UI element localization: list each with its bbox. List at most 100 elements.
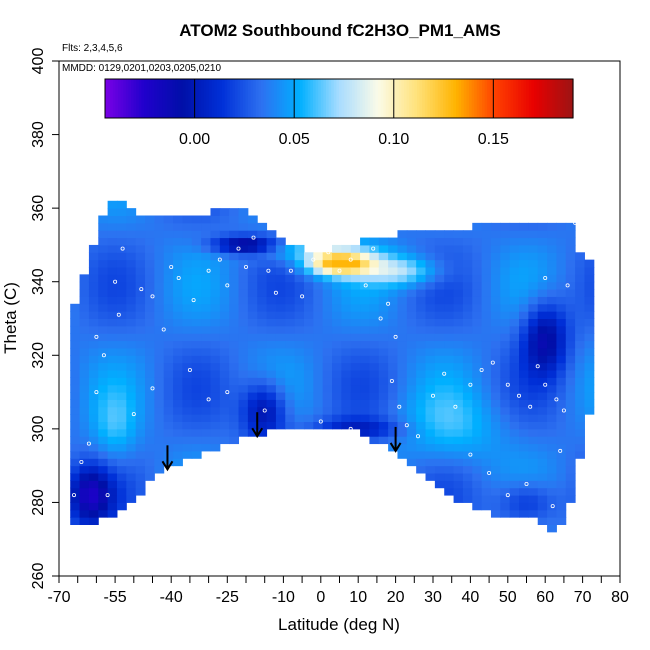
heatmap-cell (219, 355, 230, 364)
heatmap-cell (238, 252, 249, 261)
heatmap-cell (219, 414, 230, 422)
heatmap-cell (472, 414, 483, 422)
colorbar-swatch (427, 79, 431, 118)
heatmap-cell (509, 237, 520, 246)
heatmap-cell (229, 399, 240, 408)
heatmap-cell (462, 362, 473, 371)
heatmap-cell (360, 281, 370, 290)
heatmap-cell (360, 355, 370, 364)
heatmap-cell (462, 267, 473, 275)
arrow-head (251, 427, 264, 439)
heatmap-cell (201, 421, 211, 430)
heatmap-cell (537, 252, 548, 261)
heatmap-cell (434, 480, 445, 489)
heatmap-cell (163, 428, 174, 437)
heatmap-cell (201, 311, 211, 319)
heatmap-cell (145, 377, 155, 386)
heatmap-cell (145, 333, 155, 342)
heatmap-cell (182, 318, 193, 327)
heatmap-cell (275, 347, 286, 356)
heatmap-cell (547, 237, 557, 246)
heatmap-cell (98, 465, 109, 474)
heatmap-cell (388, 274, 398, 283)
heatmap-cell (145, 384, 155, 393)
heatmap-cell (378, 252, 389, 261)
sample-point (479, 367, 484, 372)
heatmap-cell (163, 421, 174, 430)
heatmap-cell (285, 318, 296, 327)
heatmap-cell (528, 252, 539, 261)
heatmap-cell (425, 303, 436, 312)
sample-point (206, 397, 211, 402)
heatmap-cell (528, 465, 539, 474)
heatmap-cell (416, 362, 427, 371)
heatmap-cell (201, 333, 211, 342)
heatmap-cell (116, 414, 127, 422)
heatmap-cell (369, 414, 380, 422)
heatmap-cell (462, 296, 473, 305)
colorbar-swatch (528, 79, 532, 118)
heatmap-cell (313, 281, 324, 290)
arrow-head (161, 460, 174, 472)
heatmap-cell (425, 347, 436, 356)
heatmap-cell (444, 303, 455, 312)
heatmap-cell (416, 230, 427, 239)
heatmap-cell (154, 377, 165, 386)
heatmap-cell (229, 296, 240, 305)
heatmap-cell (135, 436, 146, 445)
heatmap-cell (126, 392, 137, 400)
heatmap-cell (397, 274, 408, 283)
heatmap-cell (98, 428, 109, 437)
heatmap-cell (565, 370, 576, 378)
heatmap-cell (332, 267, 342, 275)
heatmap-cell (70, 414, 81, 422)
heatmap-cell (481, 392, 492, 400)
heatmap-cell (238, 215, 249, 224)
heatmap-cell (547, 450, 557, 459)
heatmap-cell (247, 274, 258, 283)
heatmap-cell (182, 377, 193, 386)
heatmap-cell (210, 303, 221, 312)
heatmap-cell (462, 230, 473, 239)
colorbar-swatch (487, 79, 491, 118)
heatmap-cell (519, 414, 529, 422)
x-tick-label: -40 (160, 589, 183, 606)
heatmap-cell (341, 377, 352, 386)
heatmap-cell (434, 384, 445, 393)
heatmap-cell (126, 311, 137, 319)
heatmap-cell (313, 347, 324, 356)
heatmap-cell (107, 392, 118, 400)
heatmap-cell (500, 289, 511, 297)
heatmap-cell (472, 473, 483, 481)
heatmap-cell (135, 222, 146, 231)
heatmap-cell (173, 215, 183, 224)
heatmap-cell (219, 311, 230, 319)
heatmap-cell (378, 406, 389, 415)
sample-point (318, 419, 323, 424)
heatmap-cell (462, 384, 473, 393)
heatmap-cell (229, 281, 240, 290)
heatmap-cell (98, 340, 109, 349)
heatmap-cell (509, 296, 520, 305)
heatmap-cell (135, 296, 146, 305)
heatmap-cell (388, 303, 398, 312)
heatmap-cell (285, 406, 296, 415)
heatmap-cell (98, 296, 109, 305)
heatmap-cell (584, 333, 595, 342)
heatmap-cell (191, 244, 202, 253)
heatmap-cell (575, 333, 585, 342)
heatmap-cell (285, 340, 296, 349)
heatmap-cell (126, 252, 137, 261)
heatmap-cell (397, 303, 408, 312)
heatmap-cell (509, 421, 520, 430)
heatmap-cell (434, 274, 445, 283)
heatmap-cell (537, 517, 548, 525)
heatmap-cell (341, 281, 352, 290)
heatmap-cell (116, 370, 127, 378)
heatmap-cell (145, 303, 155, 312)
colorbar-swatch (453, 79, 457, 118)
heatmap-cell (350, 406, 361, 415)
heatmap-cell (425, 384, 436, 393)
heatmap-cell (519, 362, 529, 371)
heatmap-cell (453, 318, 464, 327)
